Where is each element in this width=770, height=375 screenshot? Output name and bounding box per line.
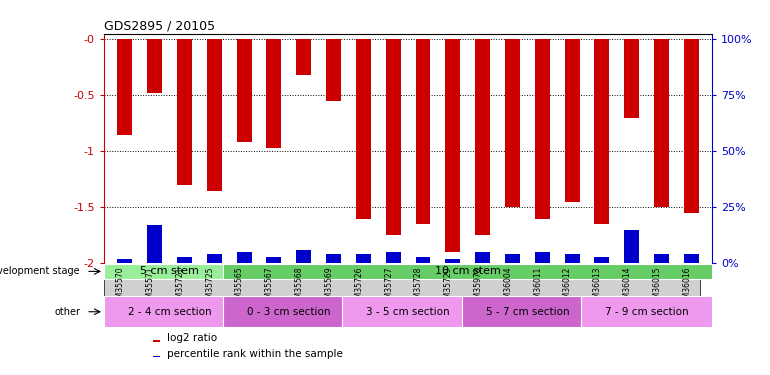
- Text: development stage: development stage: [0, 266, 80, 276]
- Text: 10 cm stem: 10 cm stem: [435, 266, 500, 276]
- Bar: [564, 254, 580, 263]
- Text: GSM35978: GSM35978: [474, 267, 483, 308]
- Bar: [624, 230, 639, 263]
- Bar: [445, 39, 460, 252]
- Bar: [296, 39, 311, 75]
- Bar: [356, 39, 371, 219]
- Bar: [462, 296, 593, 327]
- Bar: [147, 39, 162, 93]
- Bar: [564, 39, 580, 202]
- Bar: [445, 259, 460, 263]
- Bar: [581, 296, 712, 327]
- Bar: [147, 225, 162, 263]
- Bar: [266, 256, 281, 263]
- Bar: [594, 256, 609, 263]
- Bar: [223, 296, 354, 327]
- Text: 0 - 3 cm section: 0 - 3 cm section: [247, 307, 330, 317]
- Bar: [236, 252, 252, 263]
- Bar: [505, 39, 520, 207]
- Text: GSM35565: GSM35565: [235, 267, 244, 308]
- Bar: [296, 250, 311, 263]
- Bar: [177, 256, 192, 263]
- Bar: [326, 254, 341, 263]
- Bar: [654, 254, 669, 263]
- Text: GSM36013: GSM36013: [593, 267, 602, 308]
- Text: percentile rank within the sample: percentile rank within the sample: [166, 349, 343, 359]
- Text: GSM35729: GSM35729: [444, 267, 453, 308]
- Text: other: other: [54, 307, 80, 317]
- Bar: [416, 256, 430, 263]
- Text: GSM35567: GSM35567: [265, 267, 274, 308]
- Bar: [117, 39, 132, 135]
- Text: 2 - 4 cm section: 2 - 4 cm section: [128, 307, 211, 317]
- Text: GSM36016: GSM36016: [682, 267, 691, 308]
- Text: GSM35570: GSM35570: [116, 267, 125, 308]
- Bar: [104, 264, 235, 279]
- Text: log2 ratio: log2 ratio: [166, 333, 216, 343]
- Text: GDS2895 / 20105: GDS2895 / 20105: [104, 20, 215, 33]
- Bar: [624, 39, 639, 118]
- Text: GSM35727: GSM35727: [384, 267, 393, 308]
- Bar: [475, 39, 490, 236]
- Text: 3 - 5 cm section: 3 - 5 cm section: [367, 307, 450, 317]
- Bar: [104, 279, 701, 296]
- Bar: [152, 340, 160, 342]
- Bar: [207, 254, 222, 263]
- Bar: [594, 39, 609, 224]
- Bar: [386, 39, 400, 236]
- Bar: [535, 39, 550, 219]
- Bar: [386, 252, 400, 263]
- Text: GSM35568: GSM35568: [295, 267, 303, 308]
- Bar: [505, 254, 520, 263]
- Bar: [343, 296, 474, 327]
- Bar: [152, 356, 160, 357]
- Text: GSM35726: GSM35726: [354, 267, 363, 308]
- Text: GSM35721: GSM35721: [176, 267, 185, 308]
- Text: 7 - 9 cm section: 7 - 9 cm section: [605, 307, 688, 317]
- Bar: [356, 254, 371, 263]
- Text: GSM36011: GSM36011: [534, 267, 542, 308]
- Bar: [207, 39, 222, 190]
- Bar: [223, 264, 712, 279]
- Bar: [326, 39, 341, 101]
- Bar: [654, 39, 669, 207]
- Bar: [684, 254, 699, 263]
- Text: GSM36004: GSM36004: [504, 267, 513, 308]
- Text: GSM35728: GSM35728: [414, 267, 423, 308]
- Bar: [117, 259, 132, 263]
- Bar: [684, 39, 699, 213]
- Text: GSM36015: GSM36015: [652, 267, 661, 308]
- Text: 5 - 7 cm section: 5 - 7 cm section: [486, 307, 569, 317]
- Bar: [266, 39, 281, 148]
- Bar: [535, 252, 550, 263]
- Bar: [416, 39, 430, 224]
- Bar: [475, 252, 490, 263]
- Bar: [236, 39, 252, 142]
- Bar: [104, 296, 235, 327]
- Text: GSM35725: GSM35725: [206, 267, 214, 308]
- Text: GSM35571: GSM35571: [146, 267, 155, 308]
- Text: GSM36012: GSM36012: [563, 267, 572, 308]
- Bar: [177, 39, 192, 185]
- Text: 5 cm stem: 5 cm stem: [140, 266, 199, 276]
- Text: GSM36014: GSM36014: [623, 267, 631, 308]
- Text: GSM35569: GSM35569: [324, 267, 333, 308]
